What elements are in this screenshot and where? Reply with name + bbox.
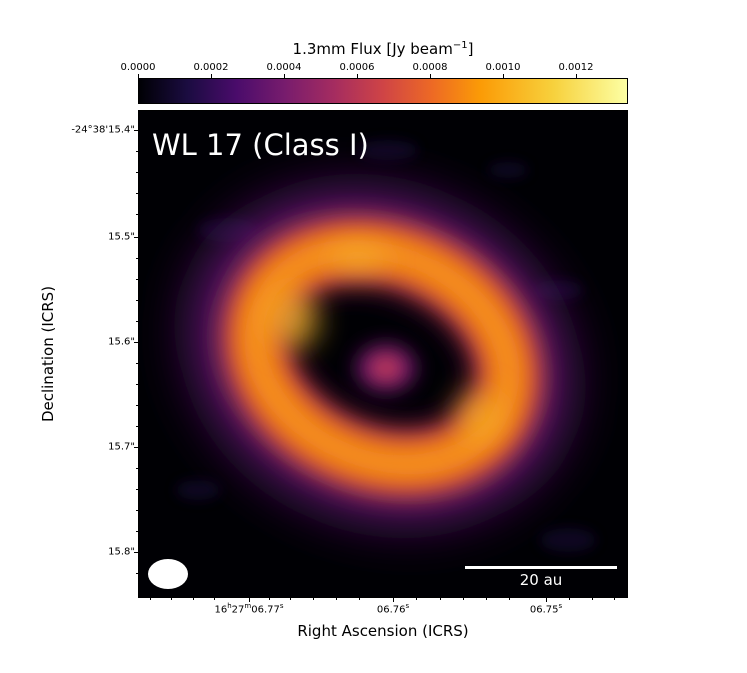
ra-minor-tick: [614, 598, 615, 600]
colorbar-tick-label: 0.0008: [412, 62, 448, 73]
dec-minor-tick: [136, 573, 138, 574]
beam-ellipse: [148, 559, 188, 589]
colorbar-tick-label: 0.0004: [266, 62, 302, 73]
ra-minor-tick: [214, 598, 215, 600]
ra-tick-label: 16h27m06.77s: [214, 602, 284, 616]
colorbar-tick-label: 0.0006: [339, 62, 375, 73]
colorbar-tick: [357, 74, 358, 78]
y-axis-label: Declination (ICRS): [39, 285, 57, 423]
ra-minor-tick: [269, 598, 270, 600]
ra-minor-tick: [359, 598, 360, 600]
scale-bar-label: 20 au: [519, 571, 563, 589]
colorbar-tick: [503, 74, 504, 78]
dec-minor-tick: [136, 321, 138, 322]
dec-minor-tick: [136, 172, 138, 173]
dec-minor-tick: [136, 468, 138, 469]
ra-minor-tick: [509, 598, 510, 600]
ra-minor-tick: [171, 598, 172, 600]
central-source: [356, 344, 416, 392]
dec-tick: [134, 237, 138, 238]
ra-minor-tick: [569, 598, 570, 600]
colorbar-tick-label: 0.0012: [558, 62, 594, 73]
ra-minor-tick: [463, 598, 464, 600]
ra-minor-tick: [592, 598, 593, 600]
source-label: WL 17 (Class I): [152, 128, 369, 162]
ra-minor-tick: [290, 598, 291, 600]
dec-minor-tick: [136, 363, 138, 364]
colorbar-tick: [284, 74, 285, 78]
dec-tick-label: 15.7": [108, 441, 135, 453]
background-noise: [176, 140, 596, 552]
ra-tick: [249, 598, 250, 602]
dec-tick: [134, 447, 138, 448]
dec-minor-tick: [136, 300, 138, 301]
ra-minor-tick: [150, 598, 151, 600]
scale-bar: [465, 566, 617, 569]
colorbar-tick: [211, 74, 212, 78]
dec-minor-tick: [136, 405, 138, 406]
dec-tick: [134, 552, 138, 553]
ra-tick-label: 06.75s: [529, 602, 563, 616]
dec-tick: [134, 130, 138, 131]
ra-tick: [546, 598, 547, 602]
ra-minor-tick: [416, 598, 417, 600]
dec-minor-tick: [136, 193, 138, 194]
ra-minor-tick: [440, 598, 441, 600]
dust-ring: [223, 218, 541, 496]
ra-minor-tick: [313, 598, 314, 600]
dec-minor-tick: [136, 426, 138, 427]
ra-tick-label: 06.76s: [376, 602, 410, 616]
dec-minor-tick: [136, 279, 138, 280]
x-axis-label: Right Ascension (ICRS): [297, 622, 469, 640]
dec-tick: [134, 342, 138, 343]
disk-emission-map: [138, 110, 628, 598]
colorbar-tick-label: 0.0002: [193, 62, 229, 73]
colorbar-tick: [138, 74, 139, 78]
dec-minor-tick: [136, 489, 138, 490]
colorbar: [138, 78, 628, 104]
dec-minor-tick: [136, 151, 138, 152]
dec-minor-tick: [136, 531, 138, 532]
colorbar-tick-label: 0.0000: [120, 62, 156, 73]
dec-tick-label: 15.8": [108, 546, 135, 558]
dec-tick-label: -24°38'15.4": [71, 124, 135, 136]
colorbar-title: 1.3mm Flux [Jy beam−1]: [292, 40, 474, 58]
dec-minor-tick: [136, 258, 138, 259]
dec-minor-tick: [136, 384, 138, 385]
dec-tick-label: 15.5": [108, 231, 135, 243]
ring-bright-spots: [267, 244, 502, 441]
colorbar-tick-label: 0.0010: [485, 62, 521, 73]
dec-minor-tick: [136, 214, 138, 215]
ra-minor-tick: [193, 598, 194, 600]
dec-tick-label: 15.6": [108, 336, 135, 348]
colorbar-tick: [430, 74, 431, 78]
dec-minor-tick: [136, 510, 138, 511]
ra-minor-tick: [486, 598, 487, 600]
ra-minor-tick: [336, 598, 337, 600]
colorbar-tick: [576, 74, 577, 78]
ra-tick: [393, 598, 394, 602]
sky-image: [138, 110, 628, 598]
